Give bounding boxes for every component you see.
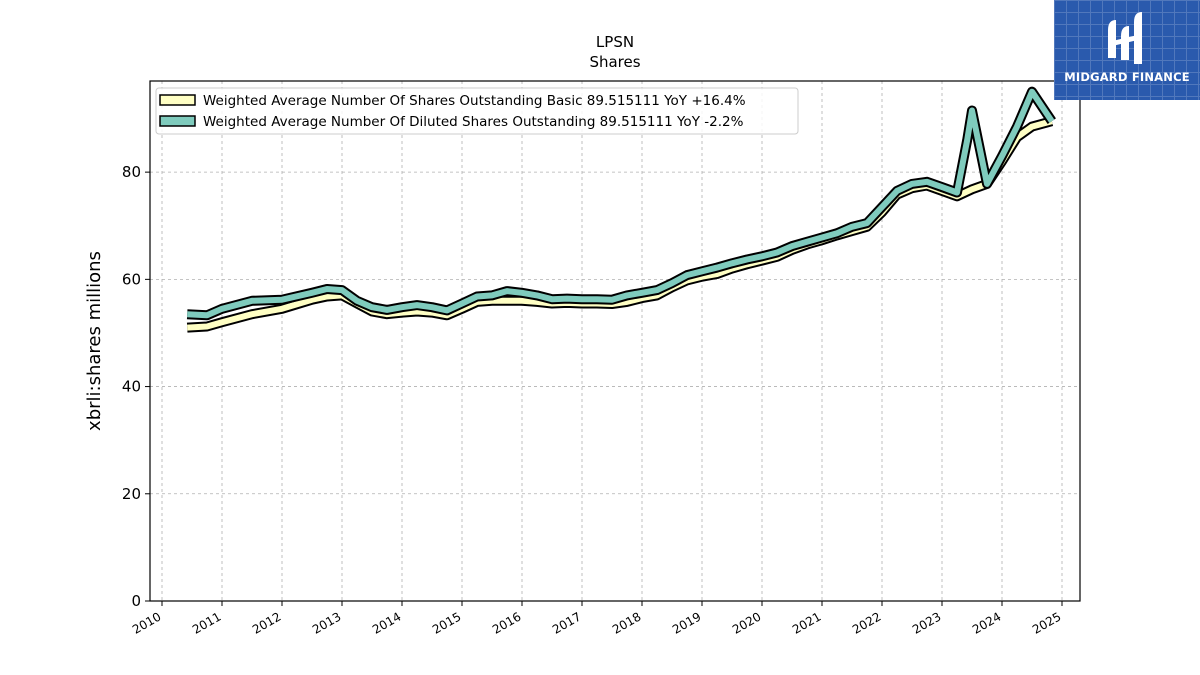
y-axis-label: xbrli:shares millions: [84, 251, 105, 431]
x-tick-label: 2011: [190, 609, 223, 636]
midgard-finance-logo: MIDGARD FINANCE: [1054, 0, 1200, 100]
legend-box: [155, 87, 799, 135]
plot-frame: [149, 80, 1081, 602]
x-tick-label: 2020: [730, 609, 763, 636]
y-tick-label: 40: [122, 378, 141, 396]
chart-title: LPSN: [596, 33, 634, 51]
x-tick-label: 2014: [370, 609, 403, 636]
legend-label-1: Weighted Average Number Of Shares Outsta…: [203, 93, 746, 109]
x-tick-label: 2021: [790, 609, 823, 636]
logo-mark-icon: [1108, 12, 1142, 64]
y-tick-label: 60: [122, 270, 141, 288]
x-tick-label: 2022: [850, 609, 883, 636]
x-tick-label: 2016: [490, 609, 523, 636]
x-tick-label: 2015: [430, 609, 463, 636]
x-axis-ticks: 2010 2011 2012 2013 2014 2015 2016 2017 2018 2019…: [130, 601, 1064, 637]
x-tick-label: 2019: [670, 609, 703, 636]
series-2-line: [187, 88, 1055, 319]
x-tick-label: 2017: [550, 609, 583, 636]
grid-lines: [150, 81, 1080, 602]
legend-swatch-1: [159, 94, 196, 106]
legend-label-2: Weighted Average Number Of Diluted Share…: [203, 114, 744, 130]
y-tick-label: 80: [122, 163, 141, 181]
x-tick-label: 2025: [1030, 609, 1063, 636]
x-tick-label: 2018: [610, 609, 643, 636]
x-tick-label: 2010: [130, 609, 163, 636]
y-axis-ticks: 0 20 40 60 80: [122, 163, 150, 610]
y-tick-label: 0: [131, 592, 141, 610]
x-tick-label: 2012: [250, 609, 283, 636]
x-tick-label: 2023: [910, 609, 943, 636]
logo-text: MIDGARD FINANCE: [1064, 70, 1190, 84]
chart-subtitle: Shares: [589, 53, 640, 71]
x-tick-label: 2013: [310, 609, 343, 636]
legend: Weighted Average Number Of Shares Outsta…: [155, 87, 799, 135]
legend-swatch-2: [159, 115, 196, 127]
y-tick-label: 20: [122, 485, 141, 503]
x-tick-label: 2024: [970, 609, 1003, 636]
series-layer: [186, 86, 1056, 333]
